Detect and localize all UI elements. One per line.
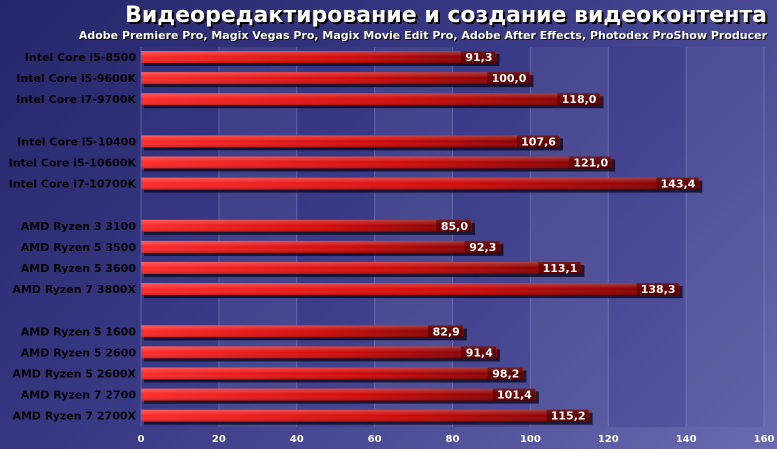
grid-band	[218, 47, 297, 427]
category-label: Intel Core i5-10400	[17, 135, 136, 148]
x-tick-label: 40	[290, 434, 304, 445]
bar-shine	[141, 219, 472, 232]
value-label-box	[464, 240, 500, 253]
category-label: AMD Ryzen 7 2700X	[12, 410, 136, 423]
x-tick-label: 0	[138, 434, 145, 445]
bar-shine	[141, 262, 582, 274]
value-label: 85,0	[441, 220, 468, 233]
value-label: 91,3	[465, 51, 492, 64]
value-label-box	[557, 93, 600, 106]
category-label: AMD Ryzen 5 3600	[21, 262, 137, 275]
bar-shine	[141, 325, 464, 338]
bar-shine	[141, 283, 680, 296]
value-label-box	[516, 135, 559, 148]
value-label-box	[492, 388, 535, 401]
x-tick-label: 80	[446, 434, 460, 445]
value-label: 91,4	[466, 346, 493, 359]
grid-band	[686, 47, 764, 427]
x-tick-label: 100	[520, 434, 541, 445]
x-tick-label: 160	[754, 434, 775, 445]
bar-shine	[141, 388, 536, 401]
bar-shine	[141, 72, 531, 85]
value-label: 82,9	[433, 325, 460, 338]
value-label: 101,4	[497, 389, 532, 402]
category-label: Intel Core i7-10700K	[9, 178, 137, 191]
value-label-box	[436, 219, 471, 232]
bar-shine	[141, 177, 700, 190]
category-label: AMD Ryzen 7 2700	[21, 389, 137, 402]
value-label: 92,3	[469, 241, 496, 254]
bar-shine	[141, 346, 497, 359]
value-label: 121,0	[573, 157, 608, 170]
value-label: 138,3	[641, 283, 676, 296]
category-label: Intel Core i7-9700K	[16, 93, 136, 106]
x-tick-label: 60	[368, 434, 382, 445]
category-label: Intel Core i5-9600K	[16, 72, 136, 85]
value-label-box	[427, 325, 463, 338]
category-label: Intel Core i5-10600K	[9, 157, 137, 170]
bar-shine	[141, 156, 613, 169]
category-label: AMD Ryzen 5 2600X	[12, 368, 136, 381]
value-label: 113,1	[543, 262, 578, 275]
category-label: AMD Ryzen 7 3800X	[12, 283, 136, 296]
value-label-box	[461, 346, 496, 359]
value-label-box	[538, 262, 581, 274]
x-tick-label: 120	[598, 434, 619, 445]
bar-shine	[141, 135, 560, 148]
value-label-box	[546, 409, 589, 422]
value-label-box	[656, 177, 699, 190]
grid-band	[374, 47, 453, 427]
bar-shine	[141, 409, 590, 422]
value-label: 107,6	[521, 135, 556, 148]
category-label: AMD Ryzen 5 2600	[21, 346, 137, 359]
bar-shine	[141, 93, 601, 106]
value-label: 100,0	[492, 72, 527, 85]
category-label: AMD Ryzen 3 3100	[21, 220, 137, 233]
value-label: 115,2	[551, 410, 586, 423]
chart-subtitle: Adobe Premiere Pro, Magix Vegas Pro, Mag…	[78, 29, 767, 42]
value-label-box	[460, 51, 496, 63]
value-label: 143,4	[661, 178, 696, 191]
x-tick-label: 20	[212, 434, 226, 445]
value-label: 98,2	[492, 368, 519, 381]
value-label-box	[569, 156, 612, 169]
value-label: 118,0	[562, 93, 597, 106]
category-label: Intel Core i5-8500	[25, 51, 137, 64]
category-label: AMD Ryzen 5 1600	[21, 325, 137, 338]
x-tick-label: 140	[676, 434, 697, 445]
bar-shine	[141, 240, 501, 253]
grid-band	[530, 47, 609, 427]
category-label: AMD Ryzen 5 3500	[21, 241, 137, 254]
value-label-box	[636, 283, 679, 296]
bar-shine	[141, 367, 524, 380]
chart-title: Видеоредактирование и создание видеоконт…	[125, 3, 767, 28]
bar-shine	[141, 51, 497, 63]
value-label-box	[487, 367, 523, 380]
value-label-box	[487, 72, 530, 85]
